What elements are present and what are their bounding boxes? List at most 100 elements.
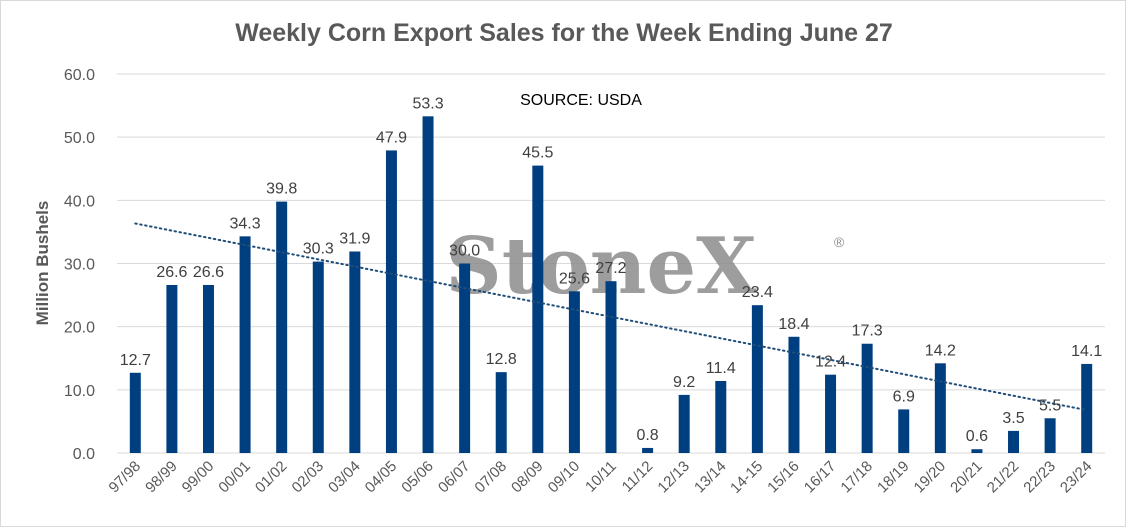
- x-tick-label: 02/03: [289, 458, 328, 497]
- data-label: 45.5: [522, 145, 553, 162]
- x-tick-label: 09/10: [545, 458, 584, 497]
- bar: [1081, 363, 1093, 453]
- data-label: 11.4: [706, 360, 736, 377]
- bar: [971, 449, 983, 453]
- y-tick-label: 0.0: [73, 446, 95, 463]
- data-label: 14.2: [925, 342, 956, 359]
- bar: [1044, 418, 1056, 453]
- bar: [385, 150, 397, 453]
- bar: [861, 343, 873, 453]
- x-tick-label: 05/06: [398, 458, 437, 497]
- data-label: 30.3: [303, 241, 334, 258]
- bars: [129, 116, 1093, 454]
- data-label: 12.4: [815, 354, 846, 371]
- x-tick-label: 10/11: [582, 458, 620, 496]
- bar: [202, 284, 214, 453]
- y-tick-label: 20.0: [64, 320, 95, 337]
- chart-title: Weekly Corn Export Sales for the Week En…: [235, 19, 893, 47]
- data-label: 31.9: [339, 230, 370, 247]
- data-label: 17.3: [852, 323, 883, 340]
- data-label: 12.7: [120, 352, 151, 369]
- bar: [422, 116, 434, 454]
- x-tick-label: 97/98: [106, 458, 145, 497]
- data-label: 3.5: [1002, 410, 1024, 427]
- bar: [495, 372, 507, 453]
- y-tick-label: 50.0: [64, 130, 95, 147]
- x-tick-label: 12/13: [654, 458, 693, 497]
- x-tick-label: 21/22: [984, 458, 1023, 497]
- bar: [825, 374, 837, 453]
- x-tick-label: 14-15: [727, 458, 766, 497]
- data-label: 53.3: [412, 95, 443, 112]
- data-label: 14.1: [1071, 343, 1102, 360]
- data-label: 6.9: [893, 388, 915, 405]
- x-tick-label: 20/21: [947, 458, 986, 497]
- bar: [276, 201, 288, 453]
- data-label: 5.5: [1039, 397, 1061, 414]
- data-label: 25.6: [559, 270, 590, 287]
- bar: [934, 363, 946, 453]
- trendline-group: [134, 222, 1088, 412]
- y-tick-label: 60.0: [64, 67, 95, 84]
- x-tick-label: 19/20: [911, 458, 950, 497]
- bar: [715, 380, 727, 453]
- x-tick-label: 07/08: [471, 458, 510, 497]
- data-label: 9.2: [673, 374, 695, 391]
- data-label: 47.9: [376, 129, 407, 146]
- x-tick-label: 22/23: [1020, 458, 1059, 497]
- x-tick-label: 16/17: [801, 458, 840, 497]
- data-label: 34.3: [230, 215, 261, 232]
- data-label: 30.0: [449, 243, 480, 260]
- data-label: 0.6: [966, 428, 988, 445]
- watermark-registered-mark: ®: [834, 234, 845, 250]
- x-tick-label: 23/24: [1057, 458, 1096, 497]
- x-tick-label: 99/00: [179, 458, 218, 497]
- data-label: 26.6: [193, 264, 224, 281]
- bar: [312, 261, 324, 453]
- x-tick-label: 15/16: [764, 458, 803, 497]
- bar: [349, 251, 361, 453]
- y-axis: 0.0 10.0 20.0 30.0 40.0 50.0 60.0: [64, 67, 95, 463]
- bar: [898, 409, 910, 453]
- y-axis-label: Million Bushels: [33, 201, 52, 326]
- bar: [678, 394, 690, 453]
- bar: [605, 281, 617, 453]
- data-labels: 12.7 26.6 26.6 34.3 39.8 30.3 31.9 47.9 53.3 30.0…: [120, 95, 1103, 445]
- watermark: StoneX ®: [445, 221, 844, 312]
- x-tick-label: 98/99: [142, 458, 181, 497]
- bar: [166, 284, 178, 453]
- x-tick-label: 17/18: [837, 458, 876, 497]
- bar: [459, 263, 471, 453]
- bar: [129, 372, 141, 453]
- x-tick-label: 08/09: [508, 458, 547, 497]
- x-axis: 97/9898/9999/0000/0101/0202/0303/0404/05…: [106, 458, 1096, 497]
- bar: [1008, 430, 1020, 453]
- x-tick-label: 18/19: [874, 458, 913, 497]
- data-label: 18.4: [778, 316, 809, 333]
- x-tick-label: 06/07: [435, 458, 474, 497]
- x-tick-label: 00/01: [215, 458, 254, 497]
- bar: [642, 447, 654, 453]
- data-label: 39.8: [266, 181, 297, 198]
- bar: [788, 336, 800, 453]
- bar: [239, 236, 251, 453]
- bar: [751, 305, 763, 453]
- watermark-text: StoneX: [445, 221, 757, 312]
- x-tick-label: 03/04: [325, 458, 364, 497]
- x-tick-label: 13/14: [691, 458, 730, 497]
- data-label: 23.4: [742, 284, 773, 301]
- y-tick-label: 10.0: [64, 383, 95, 400]
- trendline: [134, 222, 1088, 412]
- x-tick-label: 04/05: [362, 458, 401, 497]
- y-tick-label: 40.0: [64, 193, 95, 210]
- y-tick-label: 30.0: [64, 257, 95, 274]
- x-tick-label: 11/12: [619, 458, 657, 496]
- bar: [568, 291, 580, 453]
- x-tick-label: 01/02: [252, 458, 291, 497]
- data-label: 26.6: [156, 264, 187, 281]
- data-label: 0.8: [636, 427, 658, 444]
- bar: [532, 165, 544, 453]
- source-annotation: SOURCE: USDA: [520, 92, 642, 109]
